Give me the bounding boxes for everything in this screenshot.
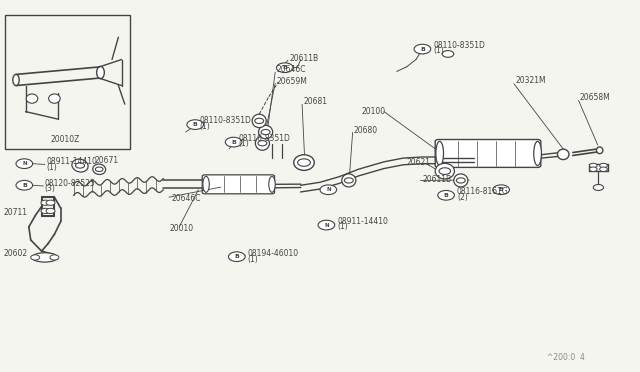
FancyBboxPatch shape [435,140,541,167]
Text: 08110-8351D: 08110-8351D [433,41,485,50]
Text: 20611B: 20611B [290,54,319,62]
Text: ^200:0  4: ^200:0 4 [547,353,585,362]
Text: (3): (3) [45,184,56,193]
Circle shape [414,44,431,54]
Bar [5,15,130,149]
Text: 08194-46010: 08194-46010 [247,249,298,258]
Ellipse shape [32,253,58,262]
Text: B: B [234,254,239,259]
Text: (2): (2) [457,193,468,202]
Text: 20711: 20711 [3,208,27,217]
Circle shape [318,220,335,230]
Circle shape [261,129,270,135]
Circle shape [228,252,245,262]
Text: B: B [231,140,236,145]
Text: (1): (1) [238,140,249,148]
Text: 20010: 20010 [170,224,194,233]
Ellipse shape [534,141,541,166]
Text: B: B [444,193,449,198]
Circle shape [76,163,84,168]
Text: 20681: 20681 [303,97,328,106]
Ellipse shape [255,136,269,150]
Text: 08911-14410: 08911-14410 [46,157,97,166]
Ellipse shape [97,66,104,78]
Text: B: B [22,183,27,188]
Text: N: N [326,187,331,192]
Ellipse shape [454,174,468,187]
Ellipse shape [342,174,356,187]
Text: (1): (1) [200,122,211,131]
Text: B: B [193,122,198,127]
Circle shape [258,141,267,146]
Text: (1): (1) [247,255,258,264]
Circle shape [46,208,55,214]
Text: N: N [22,161,27,166]
Circle shape [225,137,242,147]
Text: 08110-8351D: 08110-8351D [200,116,252,125]
Text: 08911-14410: 08911-14410 [337,217,388,226]
Text: (1): (1) [46,163,57,171]
Text: (1): (1) [337,222,348,231]
Text: 20100: 20100 [362,107,386,116]
Text: 20621: 20621 [406,158,430,167]
Text: N: N [324,222,329,228]
Ellipse shape [72,159,88,172]
Text: 20680: 20680 [354,126,378,135]
Circle shape [593,185,604,190]
Text: 20658M: 20658M [580,93,611,102]
Circle shape [46,200,55,205]
Circle shape [439,168,451,174]
Circle shape [50,255,59,260]
Text: 20671: 20671 [95,156,119,165]
Circle shape [41,200,50,205]
Ellipse shape [436,141,444,166]
Ellipse shape [203,176,209,192]
Text: (1): (1) [433,46,444,55]
Ellipse shape [26,94,38,103]
Circle shape [41,208,50,214]
Circle shape [255,118,264,124]
Text: 20659M: 20659M [276,77,307,86]
Ellipse shape [252,114,266,128]
Text: 08110-8351D: 08110-8351D [238,134,290,143]
Circle shape [16,180,33,190]
Text: B: B [420,46,425,52]
Circle shape [589,163,597,168]
Circle shape [95,167,103,171]
FancyBboxPatch shape [202,175,275,194]
Ellipse shape [269,176,275,192]
Text: 20611B: 20611B [422,175,452,184]
Ellipse shape [259,125,273,139]
Text: B: B [282,65,287,70]
Ellipse shape [93,164,106,174]
Circle shape [456,178,465,183]
Ellipse shape [13,74,19,86]
Text: 20321M: 20321M [516,76,547,85]
Text: 08116-8161G: 08116-8161G [457,187,509,196]
Circle shape [589,167,597,171]
Text: 20646C: 20646C [172,194,201,203]
Circle shape [276,63,293,73]
Ellipse shape [49,94,60,103]
Circle shape [438,190,454,200]
Ellipse shape [294,155,314,170]
Text: 20646C: 20646C [276,65,306,74]
Text: B: B [499,187,504,192]
Ellipse shape [557,149,569,160]
Circle shape [320,185,337,195]
Circle shape [344,178,353,183]
Circle shape [600,167,607,171]
Text: 20602: 20602 [3,249,28,258]
Circle shape [16,159,33,169]
Circle shape [298,159,310,166]
Circle shape [600,163,607,168]
Ellipse shape [435,163,454,179]
Circle shape [493,185,509,195]
Text: 08120-82525: 08120-82525 [45,179,95,188]
Circle shape [31,255,40,260]
Circle shape [442,51,454,57]
Text: 20010Z: 20010Z [51,135,80,144]
Ellipse shape [596,147,603,154]
Circle shape [187,120,204,129]
